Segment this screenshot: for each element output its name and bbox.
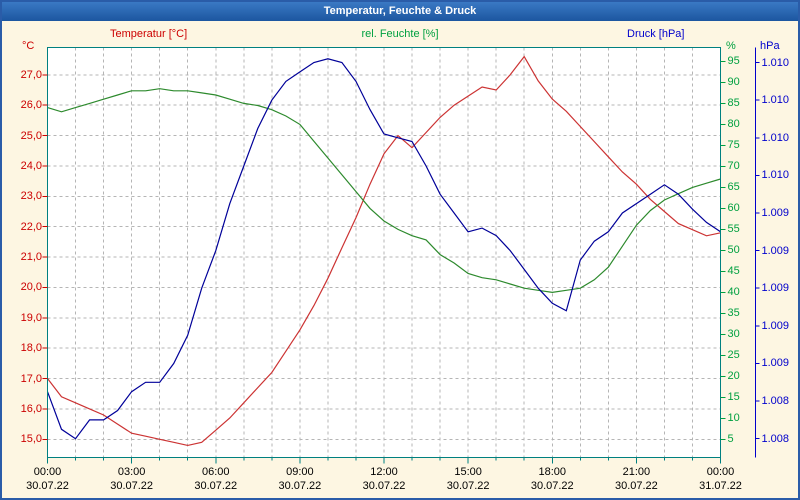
pressure-tick-label: 1.009 bbox=[761, 357, 790, 370]
time-tick-label: 03:00 bbox=[117, 465, 146, 478]
humidity-tick-label: 85 bbox=[727, 97, 740, 110]
humidity-tick-label: 65 bbox=[727, 181, 740, 194]
pressure-tick-label: 1.009 bbox=[761, 207, 790, 219]
date-tick-label: 30.07.22 bbox=[278, 479, 322, 492]
date-tick-label: 30.07.22 bbox=[530, 479, 574, 492]
pressure-tick-label: 1.010 bbox=[761, 169, 790, 182]
date-tick-label: 31.07.22 bbox=[699, 479, 742, 492]
temperature-tick-label: 18,0 bbox=[20, 342, 42, 355]
temperature-tick-label: 26,0 bbox=[20, 99, 42, 112]
temperature-tick-label: 19,0 bbox=[20, 311, 42, 324]
temperature-tick-label: 16,0 bbox=[20, 402, 42, 415]
humidity-tick-label: 90 bbox=[727, 76, 740, 89]
humidity-tick-label: 10 bbox=[727, 412, 740, 425]
humidity-tick-label: 15 bbox=[727, 391, 740, 404]
temperature-tick-label: 23,0 bbox=[20, 190, 42, 203]
temperature-tick-label: 20,0 bbox=[20, 281, 42, 294]
time-tick-label: 00:00 bbox=[33, 465, 62, 478]
humidity-tick-label: 45 bbox=[727, 265, 740, 278]
pressure-tick-label: 1.008 bbox=[761, 432, 790, 445]
humidity-tick-label: 40 bbox=[727, 286, 740, 299]
humidity-tick-label: 50 bbox=[727, 244, 740, 257]
humidity-tick-label: 25 bbox=[727, 349, 740, 362]
window-title: Temperatur, Feuchte & Druck bbox=[2, 2, 798, 21]
humidity-tick-label: 20 bbox=[727, 370, 740, 383]
pressure-tick-label: 1.010 bbox=[761, 131, 790, 144]
time-tick-label: 15:00 bbox=[454, 465, 482, 478]
time-tick-label: 06:00 bbox=[201, 465, 230, 478]
pressure-tick-label: 1.010 bbox=[761, 94, 790, 107]
temperature-tick-label: 15,0 bbox=[20, 433, 42, 446]
humidity-tick-label: 55 bbox=[727, 223, 740, 236]
time-tick-label: 21:00 bbox=[622, 465, 651, 478]
legend-temperature: Temperatur [°C] bbox=[110, 28, 188, 40]
humidity-tick-label: 80 bbox=[727, 118, 740, 131]
date-tick-label: 30.07.22 bbox=[446, 479, 490, 492]
pressure-tick-label: 1.008 bbox=[761, 395, 790, 408]
humidity-axis-unit: % bbox=[726, 40, 736, 52]
date-tick-label: 30.07.22 bbox=[362, 479, 406, 492]
temperature-tick-label: 21,0 bbox=[20, 251, 42, 264]
humidity-tick-label: 5 bbox=[727, 433, 734, 446]
humidity-tick-label: 70 bbox=[727, 160, 740, 173]
humidity-tick-label: 75 bbox=[727, 139, 740, 152]
pressure-tick-label: 1.009 bbox=[761, 319, 790, 332]
humidity-tick-label: 60 bbox=[727, 202, 740, 215]
temperature-tick-label: 27,0 bbox=[20, 68, 42, 81]
date-tick-label: 30.07.22 bbox=[26, 479, 69, 492]
pressure-tick-label: 1.009 bbox=[761, 282, 790, 295]
date-tick-label: 30.07.22 bbox=[110, 479, 154, 492]
date-tick-label: 30.07.22 bbox=[194, 479, 238, 492]
temperature-tick-label: 22,0 bbox=[20, 220, 42, 233]
pressure-axis-unit: hPa bbox=[760, 40, 780, 52]
legend-pressure: Druck [hPa] bbox=[627, 28, 685, 40]
humidity-tick-label: 30 bbox=[727, 328, 740, 341]
pressure-tick-label: 1.010 bbox=[761, 56, 790, 69]
time-tick-label: 09:00 bbox=[286, 465, 314, 478]
time-tick-label: 00:00 bbox=[706, 465, 735, 478]
temperature-tick-label: 17,0 bbox=[20, 372, 42, 385]
temperature-axis-unit: °C bbox=[22, 40, 35, 52]
legend-humidity: rel. Feuchte [%] bbox=[361, 28, 439, 40]
pressure-tick-label: 1.009 bbox=[761, 244, 790, 257]
humidity-tick-label: 95 bbox=[727, 55, 740, 68]
date-tick-label: 30.07.22 bbox=[614, 479, 658, 492]
temperature-tick-label: 25,0 bbox=[20, 129, 42, 142]
time-tick-label: 18:00 bbox=[538, 465, 567, 478]
humidity-tick-label: 35 bbox=[727, 307, 740, 320]
time-tick-label: 12:00 bbox=[370, 465, 398, 478]
temperature-tick-label: 24,0 bbox=[20, 159, 42, 172]
